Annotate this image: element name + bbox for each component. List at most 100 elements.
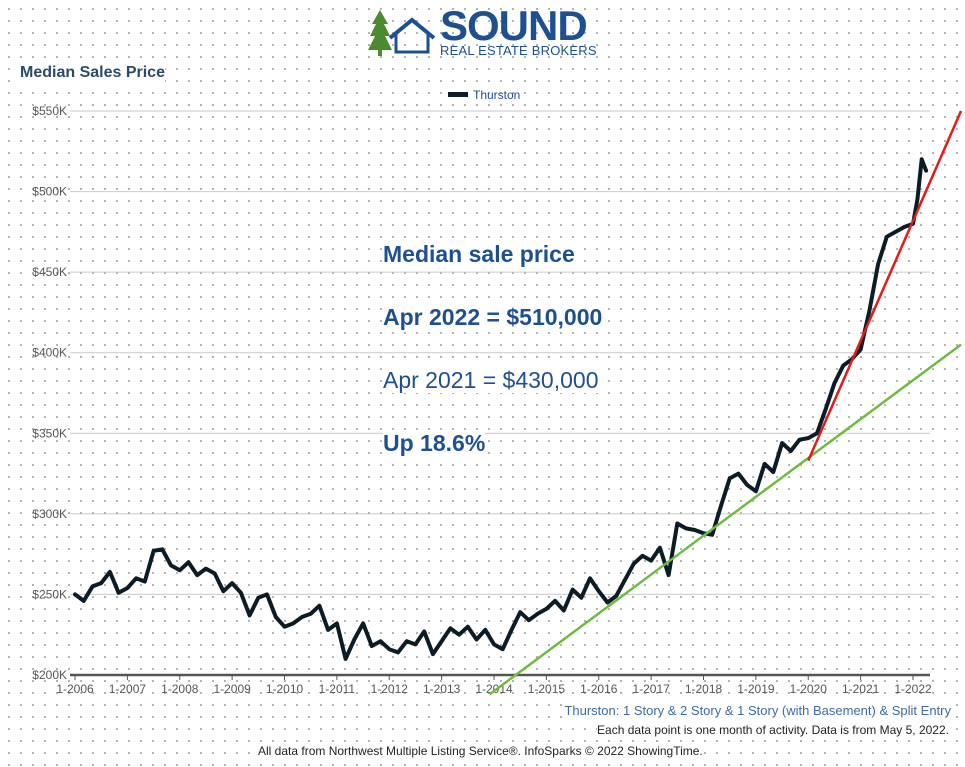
data-point: [571, 588, 574, 591]
annotation-apr-2022: Apr 2022 = $510,000: [383, 304, 603, 330]
data-point: [73, 593, 77, 596]
data-point: [82, 599, 86, 603]
data-point: [492, 642, 496, 646]
logo-wordmark: SOUND: [440, 2, 588, 49]
x-tick-label: 1-2017: [632, 682, 670, 696]
x-tick-label: 1-2019: [737, 682, 775, 696]
data-point: [475, 638, 478, 641]
data-point: [728, 477, 732, 480]
data-point: [894, 230, 897, 234]
data-point: [117, 591, 121, 595]
data-point: [924, 169, 928, 173]
trend-line-green: [488, 343, 962, 696]
data-point: [283, 625, 286, 629]
data-point: [483, 628, 487, 632]
data-point: [745, 483, 749, 487]
data-point: [239, 591, 243, 595]
data-point: [824, 407, 828, 411]
data-point: [780, 441, 784, 445]
data-point: [99, 581, 103, 585]
data-point: [867, 309, 871, 313]
data-point: [518, 610, 522, 614]
data-note: Each data point is one month of activity…: [597, 723, 949, 737]
data-point: [675, 522, 679, 525]
data-point: [597, 589, 601, 593]
data-point: [187, 560, 190, 564]
legend-label: Thurston: [473, 88, 520, 102]
data-point: [815, 431, 819, 435]
data-point: [457, 633, 461, 637]
annotation-apr-2021: Apr 2021 = $430,000: [383, 367, 599, 393]
data-point: [510, 628, 513, 632]
data-point: [710, 533, 714, 537]
y-tick-label: $350K: [32, 426, 67, 440]
annotation-change: Up 18.6%: [383, 430, 486, 456]
data-point: [361, 622, 365, 625]
data-point: [915, 198, 919, 202]
data-point: [300, 615, 304, 619]
data-point: [352, 638, 356, 641]
data-point: [841, 364, 845, 368]
data-point: [204, 567, 208, 571]
data-point: [143, 580, 147, 583]
data-point: [326, 628, 330, 632]
data-point: [806, 436, 810, 440]
data-point: [536, 612, 540, 616]
data-point: [125, 586, 129, 590]
x-tick-label: 1-2007: [109, 682, 147, 696]
data-point: [684, 526, 688, 530]
tree-house-icon: [368, 10, 436, 56]
data-point: [579, 596, 583, 600]
x-tick-label: 1-2009: [213, 682, 251, 696]
y-tick-label: $200K: [32, 668, 67, 682]
data-point: [562, 609, 566, 612]
data-point: [344, 657, 348, 661]
data-point: [169, 564, 173, 567]
data-point: [274, 615, 278, 619]
data-point: [221, 589, 225, 593]
x-tick-label: 1-2015: [528, 682, 566, 696]
y-tick-label: $500K: [32, 185, 67, 199]
data-point: [466, 625, 470, 629]
data-point: [606, 601, 609, 604]
x-tick-label: 1-2022: [894, 682, 932, 696]
data-point: [763, 462, 767, 466]
x-tick-label: 1-2011: [319, 682, 356, 696]
data-point: [440, 639, 444, 643]
data-point: [719, 504, 723, 508]
data-point: [178, 568, 182, 572]
data-point: [405, 639, 409, 643]
data-point: [134, 576, 138, 580]
data-point: [649, 559, 653, 562]
x-tick-label: 1-2014: [475, 682, 513, 696]
data-point: [693, 528, 697, 532]
data-point: [396, 651, 400, 654]
data-point: [230, 581, 234, 585]
data-point: [387, 647, 391, 651]
x-tick-label: 1-2020: [790, 682, 828, 696]
data-point: [448, 626, 452, 630]
brand-logo: SOUND REAL ESTATE BROKERS: [368, 2, 608, 58]
x-tick-label: 1-2008: [161, 682, 199, 696]
data-point: [833, 381, 836, 385]
data-point: [291, 622, 295, 625]
chart-subtitle: Thurston: 1 Story & 2 Story & 1 Story (w…: [564, 703, 951, 718]
data-point: [91, 584, 94, 588]
data-point: [798, 438, 801, 442]
data-point: [108, 570, 112, 574]
data-point: [414, 642, 417, 646]
data-point: [789, 449, 793, 453]
data-point: [370, 644, 374, 648]
data-point: [754, 489, 758, 493]
data-point: [876, 262, 880, 266]
data-point: [309, 612, 313, 616]
data-point: [658, 546, 662, 550]
data-point: [737, 472, 740, 475]
y-tick-label: $400K: [32, 346, 67, 360]
x-tick-label: 1-2016: [580, 682, 618, 696]
y-tick-label: $300K: [32, 507, 67, 521]
data-point: [256, 596, 260, 600]
y-tick-label: $450K: [32, 265, 67, 279]
data-point: [859, 348, 863, 351]
